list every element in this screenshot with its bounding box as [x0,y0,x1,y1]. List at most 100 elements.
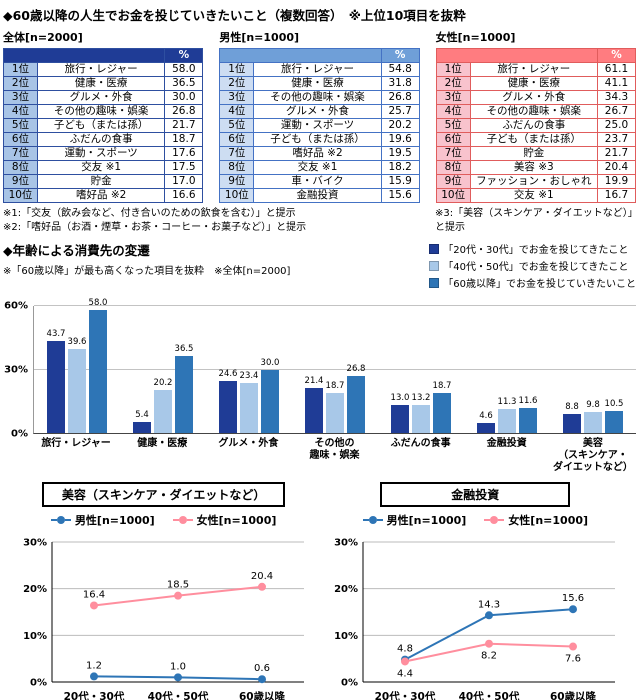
value-cell: 23.7 [596,132,636,147]
table-row: 10位 金融投資 15.6 [219,188,420,203]
data-point-marker [257,675,266,684]
rank-cell: 2位 [3,76,38,91]
value-cell: 26.8 [380,90,420,105]
bar: 20.2 [154,378,172,433]
value-cell: 58.0 [164,62,204,77]
bar-x-label: 健康・医療 [137,438,188,449]
value-cell: 18.7 [164,132,204,147]
bar-x-label: 旅行・レジャー [41,438,111,449]
value-cell: 17.0 [164,174,204,189]
rank-cell: 3位 [435,90,471,105]
rank-cell: 1位 [3,62,38,77]
table-row: 2位 健康・医療 36.5 [3,76,204,91]
bar: 13.0 [391,393,409,433]
legend-label: 「60歳以降」でお金を投じていきたいこと [443,279,636,290]
bar-value-label: 18.7 [325,381,345,392]
table-header-spacer [2,48,166,63]
value-cell: 19.5 [380,146,420,161]
table-row: 1位 旅行・レジャー 61.1 [435,62,636,77]
data-point-label: 4.4 [397,668,413,679]
line-chart-investment-title: 金融投資 [380,482,571,507]
line-charts-row: 美容（スキンケア・ダイエットなど） 男性[n=1000] 女性[n=1000] 0… [3,482,636,700]
bar-group: 5.4 20.2 36.5 [120,306,206,433]
bar-value-label: 24.6 [218,368,238,379]
bar: 26.8 [347,364,365,433]
bar: 58.0 [89,298,107,433]
line-legend-item: 女性[n=1000] [172,512,276,528]
item-cell: 子ども（または孫） [36,118,166,133]
item-cell: 嗜好品 ※2 [253,146,382,161]
bar-groups: 43.7 39.6 58.0 5.4 20.2 36.5 24.6 23.4 30.0 21.4 1… [34,298,636,433]
bar: 5.4 [133,410,151,433]
item-cell: 交友 ※1 [36,160,166,175]
table-row: 4位 その他の趣味・娯楽 26.8 [3,104,204,119]
bar-value-label: 10.5 [604,398,624,409]
bar-value-label: 13.2 [411,393,431,404]
line-chart-investment-plot: 0% 10% 20% 30% 20代・30代 40代・50代 60歳以降 4.8 14.3 15.… [334,538,616,700]
item-cell: 嗜好品 ※2 [36,188,166,203]
page-title: ◆60歳以降の人生でお金を投じていきたいこと（複数回答） ※上位10項目を抜粋 [3,8,466,23]
data-point-label: 20.4 [251,571,273,582]
table-row: 7位 貯金 21.7 [435,146,636,161]
item-cell: 旅行・レジャー [469,62,598,77]
bar: 30.0 [261,358,279,433]
male-line-marker-icon [362,516,383,524]
data-point-marker [569,642,578,651]
data-point-label: 18.5 [167,580,189,591]
rank-cell: 9位 [435,174,471,189]
value-cell: 15.9 [380,174,420,189]
line-chart-x-label: 20代・30代 [375,690,436,700]
line-legend-item: 女性[n=1000] [484,512,588,528]
table-row: 1位 旅行・レジャー 54.8 [219,62,420,77]
line-legend-label: 女性[n=1000] [508,514,589,527]
bar: 10.5 [605,399,623,433]
value-cell: 26.8 [164,104,204,119]
bar-group: 21.4 18.7 26.8 [292,306,378,433]
line-chart-y-tick-label: 0% [30,678,47,689]
bar-x-label: 美容 （スキンケア・ ダイエットなど） [552,438,633,473]
rank-cell: 2位 [219,76,255,91]
bar-y-tick-label: 0% [11,428,28,440]
item-cell: 旅行・レジャー [36,62,166,77]
rank-cell: 4位 [435,104,471,119]
ranking-table-title: 男性[n=1000] [219,31,300,44]
legend-item: 「20代・30代」でお金を投じてきたこと [429,241,636,256]
bar-chart-legend: 「20代・30代」でお金を投じてきたこと 「40代・50代」でお金を投じてきたこと… [429,240,636,292]
bar-value-label: 5.4 [135,409,149,420]
line-chart-beauty-legend: 男性[n=1000] 女性[n=1000] [50,512,276,528]
value-cell: 20.2 [380,118,420,133]
table-header-row: % [435,48,636,63]
data-point-marker [485,639,494,648]
bar-value-label: 9.8 [586,400,600,411]
rank-cell: 2位 [435,76,471,91]
item-cell: 車・バイク [253,174,382,189]
value-cell: 20.4 [596,160,636,175]
data-point-label: 1.0 [170,661,186,672]
value-cell: 18.2 [380,160,420,175]
bar: 9.8 [584,400,602,433]
value-cell: 16.6 [164,188,204,203]
data-point-marker [89,601,98,610]
bar-x-labels: 旅行・レジャー 健康・医療 グルメ・外食 その他の 趣味・娯楽 ふだんの食事 金融投資 美容… [33,438,636,474]
line-chart-y-tick-label: 10% [23,631,47,642]
item-cell: ファッション・おしゃれ [469,174,598,189]
line-chart-x-label: 60歳以降 [550,690,597,700]
item-cell: 健康・医療 [36,76,166,91]
line-legend-item: 男性[n=1000] [362,512,466,528]
line-legend-label: 男性[n=1000] [74,514,155,527]
value-cell: 54.8 [380,62,420,77]
data-point-marker [89,672,98,681]
bar-y-tick-label: 60% [4,300,28,312]
footnote-2: ※2:「嗜好品（お酒・煙草・お茶・コーヒー・お菓子など）」と提示 [3,221,307,233]
value-cell: 17.5 [164,160,204,175]
rank-cell: 5位 [435,118,471,133]
bar-value-label: 23.4 [239,371,259,382]
rank-cell: 7位 [219,146,255,161]
bar-chart-area: 0% 30% 60% 43.7 39.6 58.0 5.4 20.2 36.5 24.6 23.4… [3,298,636,474]
data-point-label: 7.6 [565,654,581,665]
ranking-table-title: 女性[n=1000] [435,31,516,44]
value-cell: 34.3 [596,90,636,105]
value-cell: 30.0 [164,90,204,105]
bar-group: 43.7 39.6 58.0 [34,298,120,433]
